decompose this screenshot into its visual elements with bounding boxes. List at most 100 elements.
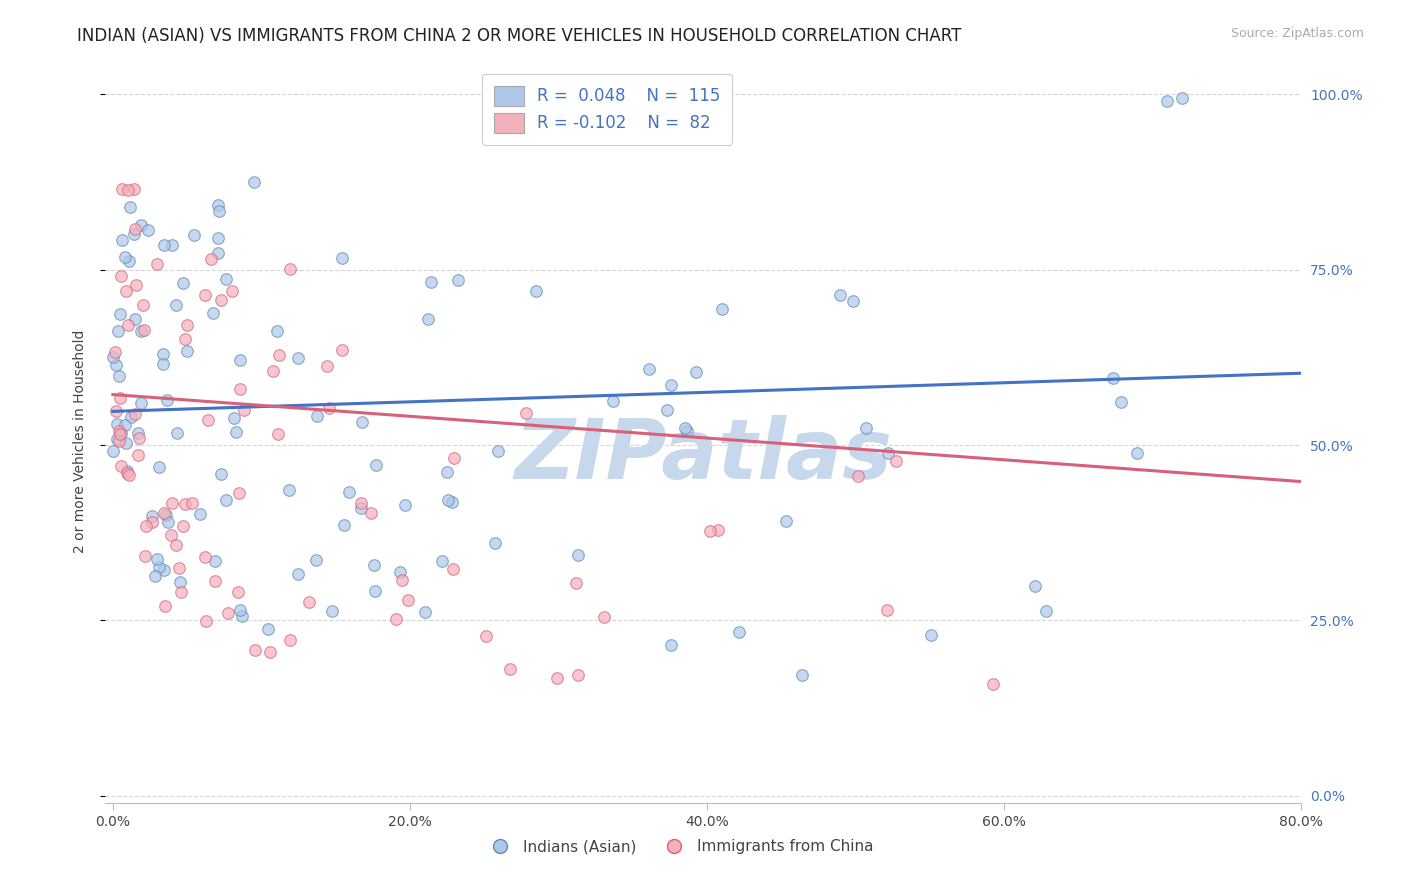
Point: [659, 377, 682, 392]
Point: [486, 444, 509, 458]
Point: [876, 603, 898, 617]
Point: [363, 558, 385, 573]
Point: [418, 311, 440, 326]
Point: [567, 668, 589, 682]
Point: [920, 628, 942, 642]
Point: [117, 318, 139, 332]
Point: [153, 563, 176, 577]
Point: [524, 284, 547, 298]
Point: [160, 496, 183, 510]
Point: [364, 583, 387, 598]
Point: [135, 518, 157, 533]
Point: [352, 415, 374, 429]
Point: [360, 506, 382, 520]
Point: [278, 632, 301, 647]
Text: Source: ZipAtlas.com: Source: ZipAtlas.com: [1230, 27, 1364, 40]
Point: [842, 294, 865, 309]
Point: [152, 358, 174, 372]
Point: [855, 421, 877, 435]
Point: [339, 485, 361, 500]
Point: [330, 343, 353, 358]
Point: [567, 548, 589, 562]
Point: [1111, 395, 1133, 409]
Point: [262, 364, 284, 378]
Point: [441, 494, 464, 508]
Point: [245, 642, 267, 657]
Point: [110, 458, 132, 473]
Point: [194, 550, 217, 565]
Point: [790, 667, 813, 681]
Point: [127, 448, 149, 462]
Point: [430, 554, 453, 568]
Point: [153, 506, 176, 520]
Point: [127, 425, 149, 440]
Point: [208, 203, 231, 218]
Point: [146, 258, 169, 272]
Point: [105, 359, 128, 373]
Point: [1102, 371, 1125, 385]
Point: [1156, 95, 1178, 109]
Point: [108, 424, 131, 438]
Point: [231, 608, 253, 623]
Point: [394, 498, 416, 512]
Point: [118, 253, 141, 268]
Point: [209, 467, 232, 481]
Point: [165, 298, 187, 312]
Point: [298, 594, 321, 608]
Point: [202, 305, 225, 319]
Point: [420, 275, 443, 289]
Point: [267, 426, 290, 441]
Point: [1035, 604, 1057, 618]
Point: [166, 426, 188, 441]
Point: [167, 561, 190, 575]
Point: [128, 432, 150, 446]
Point: [659, 638, 682, 652]
Point: [256, 622, 278, 636]
Point: [685, 365, 707, 379]
Point: [447, 273, 470, 287]
Point: [108, 427, 131, 442]
Point: [120, 200, 142, 214]
Point: [124, 407, 146, 421]
Point: [443, 451, 465, 466]
Point: [287, 567, 309, 582]
Point: [176, 318, 198, 332]
Text: ZIPatlas: ZIPatlas: [515, 416, 891, 497]
Point: [413, 605, 436, 619]
Point: [110, 425, 132, 440]
Point: [224, 410, 246, 425]
Point: [103, 443, 125, 458]
Point: [190, 507, 212, 521]
Point: [441, 562, 464, 576]
Point: [385, 612, 408, 626]
Point: [172, 276, 194, 290]
Point: [321, 604, 343, 618]
Point: [259, 645, 281, 659]
Point: [287, 351, 309, 366]
Point: [148, 459, 170, 474]
Point: [278, 483, 301, 497]
Point: [775, 514, 797, 528]
Point: [564, 575, 586, 590]
Point: [546, 672, 568, 686]
Point: [174, 332, 197, 346]
Point: [602, 393, 624, 408]
Point: [120, 410, 142, 425]
Point: [637, 362, 659, 376]
Point: [225, 425, 247, 439]
Point: [105, 404, 128, 418]
Point: [209, 293, 232, 308]
Point: [194, 288, 217, 302]
Point: [364, 458, 387, 473]
Point: [132, 298, 155, 312]
Point: [125, 278, 148, 293]
Point: [155, 599, 177, 614]
Point: [105, 432, 128, 446]
Point: [673, 421, 696, 435]
Point: [200, 252, 222, 266]
Point: [228, 486, 250, 500]
Point: [124, 311, 146, 326]
Point: [728, 624, 751, 639]
Point: [181, 496, 204, 510]
Point: [229, 352, 252, 367]
